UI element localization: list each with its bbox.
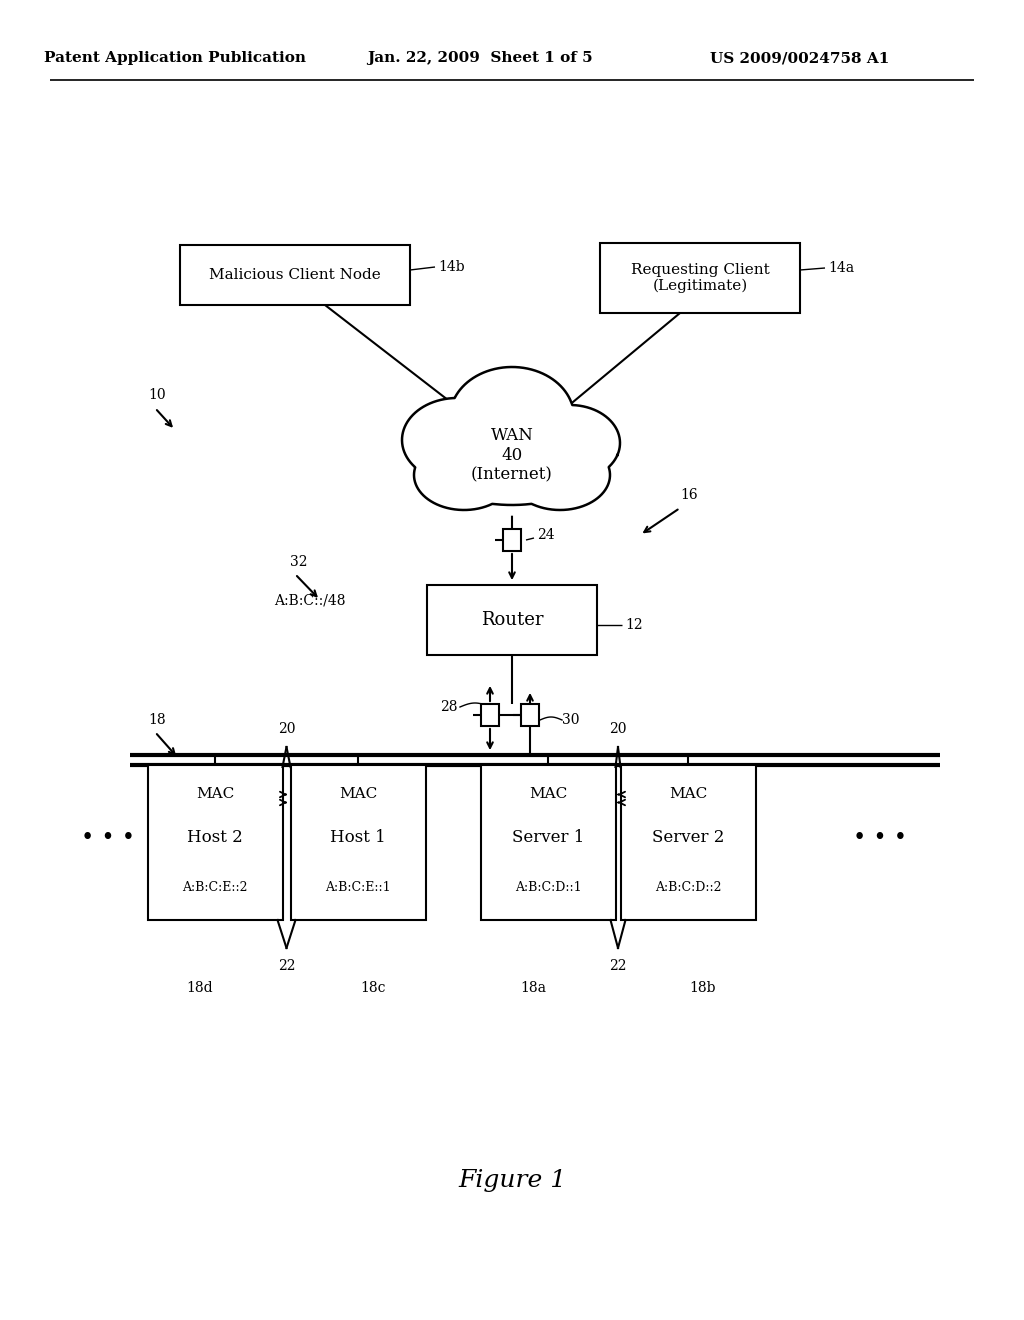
Text: Host 2: Host 2	[187, 829, 243, 846]
Text: Malicious Client Node: Malicious Client Node	[209, 268, 381, 282]
Text: Router: Router	[480, 611, 544, 630]
Bar	[481, 704, 499, 726]
Bar	[427, 585, 597, 655]
Text: 10: 10	[148, 388, 166, 403]
Ellipse shape	[414, 440, 514, 510]
Text: MAC: MAC	[339, 788, 377, 801]
Text: Jan. 22, 2009  Sheet 1 of 5: Jan. 22, 2009 Sheet 1 of 5	[368, 51, 593, 65]
Text: WAN
40
(Internet): WAN 40 (Internet)	[471, 426, 553, 483]
Ellipse shape	[450, 367, 574, 467]
Text: 28: 28	[440, 700, 458, 714]
Text: 18d: 18d	[186, 981, 213, 995]
Text: A:B:C:D::1: A:B:C:D::1	[515, 880, 582, 894]
Text: 18b: 18b	[690, 981, 716, 995]
Bar	[291, 766, 426, 920]
Text: 18: 18	[148, 713, 166, 727]
Ellipse shape	[520, 405, 620, 480]
Ellipse shape	[430, 425, 594, 506]
Bar	[480, 766, 615, 920]
Text: 24: 24	[537, 528, 555, 543]
Text: MAC: MAC	[196, 788, 234, 801]
Text: 14a: 14a	[828, 261, 854, 275]
Bar	[180, 246, 410, 305]
Bar	[621, 766, 756, 920]
Text: 20: 20	[609, 722, 627, 737]
Text: A:B:C:D::2: A:B:C:D::2	[654, 880, 721, 894]
Text: MAC: MAC	[528, 788, 567, 801]
Ellipse shape	[402, 395, 622, 515]
Text: A:B:C:E::2: A:B:C:E::2	[182, 880, 248, 894]
Text: Server 2: Server 2	[652, 829, 724, 846]
Ellipse shape	[510, 440, 610, 510]
Text: 16: 16	[680, 488, 697, 502]
Text: A:B:C::/48: A:B:C::/48	[274, 593, 346, 607]
Text: A:B:C:E::1: A:B:C:E::1	[326, 880, 391, 894]
Text: 14b: 14b	[438, 260, 465, 275]
Text: 18c: 18c	[360, 981, 386, 995]
Text: Server 1: Server 1	[512, 829, 584, 846]
Text: Requesting Client
(Legitimate): Requesting Client (Legitimate)	[631, 263, 769, 293]
Text: 32: 32	[290, 554, 307, 569]
Text: 12: 12	[625, 618, 643, 632]
Text: • • •: • • •	[81, 826, 135, 849]
Text: Patent Application Publication: Patent Application Publication	[44, 51, 306, 65]
Text: 20: 20	[278, 722, 295, 737]
Text: 22: 22	[609, 960, 627, 973]
Text: 30: 30	[562, 713, 580, 727]
Bar	[147, 766, 283, 920]
Text: MAC: MAC	[669, 788, 708, 801]
Bar	[600, 243, 800, 313]
Bar	[521, 704, 539, 726]
Text: US 2009/0024758 A1: US 2009/0024758 A1	[711, 51, 890, 65]
Text: 18a: 18a	[520, 981, 546, 995]
Text: Figure 1: Figure 1	[458, 1168, 566, 1192]
Ellipse shape	[402, 399, 512, 482]
Text: Host 1: Host 1	[330, 829, 386, 846]
Bar	[503, 529, 521, 550]
Text: 22: 22	[278, 960, 295, 973]
Text: • • •: • • •	[853, 826, 907, 849]
